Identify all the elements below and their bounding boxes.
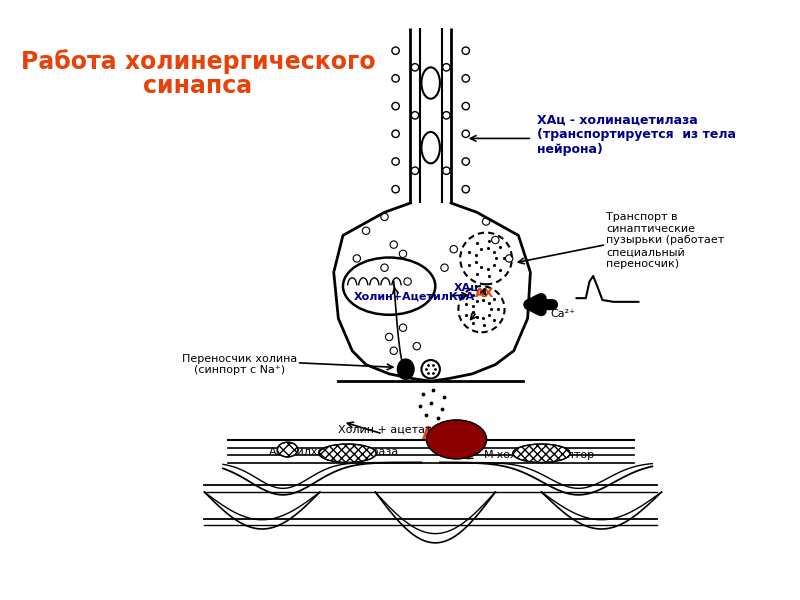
Text: АХ: АХ [475,287,494,300]
Text: Холин+АцетилКоА: Холин+АцетилКоА [354,292,475,301]
Text: АХ: АХ [422,425,448,443]
Ellipse shape [319,444,376,463]
Text: Переносчик холина
(синпорт с Na⁺): Переносчик холина (синпорт с Na⁺) [182,353,297,375]
Ellipse shape [398,359,414,379]
Text: Транспорт в
синаптические
пузырьки (работает
специальный
переносчик): Транспорт в синаптические пузырьки (рабо… [606,212,724,269]
Ellipse shape [513,444,570,463]
Text: Работа холинергического: Работа холинергического [21,49,375,74]
Text: ХАц - холинацетилаза
(транспортируется  из тела
нейрона): ХАц - холинацетилаза (транспортируется и… [537,113,736,157]
Ellipse shape [278,442,298,457]
Ellipse shape [426,420,486,459]
Text: Ca²⁺: Ca²⁺ [550,309,576,319]
Text: синапса: синапса [143,74,253,98]
Text: Ацетилхолинэстераза: Ацетилхолинэстераза [269,448,399,457]
Text: Холин + ацетат: Холин + ацетат [338,424,431,434]
Text: ХАц: ХАц [454,283,479,293]
Text: М-холинорецептор: М-холинорецептор [484,450,595,460]
